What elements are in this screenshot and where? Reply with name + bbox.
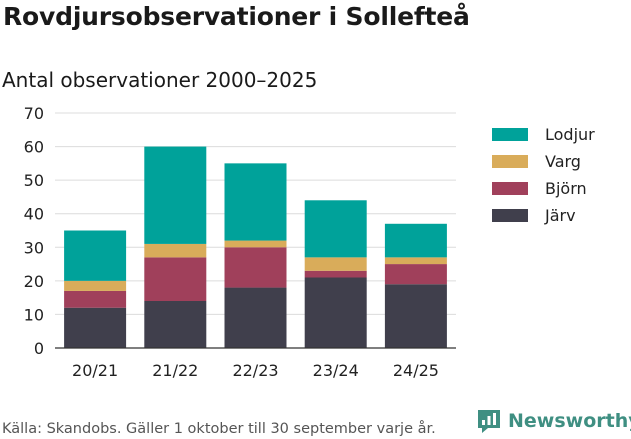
bar-varg bbox=[384, 257, 447, 265]
legend-label: Järv bbox=[544, 206, 576, 225]
y-tick-label: 60 bbox=[24, 138, 44, 157]
bar-j-rv bbox=[144, 301, 207, 348]
newsworthy-logo-icon bbox=[478, 410, 500, 433]
x-tick-label: 22/23 bbox=[232, 361, 278, 380]
bar-bj-rn bbox=[64, 290, 127, 308]
legend-label: Varg bbox=[545, 152, 581, 171]
bar-j-rv bbox=[384, 284, 447, 348]
x-tick-label: 24/25 bbox=[393, 361, 439, 380]
legend-swatch bbox=[492, 128, 528, 141]
bar-lodjur bbox=[64, 230, 127, 281]
bar-bj-rn bbox=[224, 247, 287, 288]
legend-swatch bbox=[492, 182, 528, 195]
y-tick-label: 70 bbox=[24, 104, 44, 123]
bar-varg bbox=[224, 240, 287, 248]
chart-subtitle: Antal observationer 2000–2025 bbox=[2, 68, 318, 92]
x-tick-label: 23/24 bbox=[313, 361, 359, 380]
y-tick-label: 30 bbox=[24, 238, 44, 257]
bar-bj-rn bbox=[144, 257, 207, 301]
bar-j-rv bbox=[304, 277, 367, 348]
legend-label: Björn bbox=[545, 179, 587, 198]
legend-label: Lodjur bbox=[545, 125, 595, 144]
bar-lodjur bbox=[144, 146, 207, 244]
bar-varg bbox=[64, 280, 127, 291]
x-tick-label: 20/21 bbox=[72, 361, 118, 380]
y-tick-label: 10 bbox=[24, 305, 44, 324]
bar-bj-rn bbox=[304, 270, 367, 278]
bar-j-rv bbox=[224, 287, 287, 348]
brand-logo: Newsworthy bbox=[476, 406, 631, 436]
y-tick-label: 20 bbox=[24, 272, 44, 291]
bar-lodjur bbox=[304, 200, 367, 258]
bar-varg bbox=[304, 257, 367, 271]
source-note: Källa: Skandobs. Gäller 1 oktober till 3… bbox=[2, 421, 436, 437]
bar-j-rv bbox=[64, 307, 127, 348]
brand-name: Newsworthy bbox=[508, 410, 631, 432]
bar-bj-rn bbox=[384, 264, 447, 285]
y-tick-label: 0 bbox=[34, 339, 44, 358]
bar-lodjur bbox=[384, 223, 447, 258]
bar-varg bbox=[144, 243, 207, 258]
chart-title: Rovdjursobservationer i Sollefteå bbox=[3, 2, 470, 31]
legend-swatch bbox=[492, 155, 528, 168]
legend-swatch bbox=[492, 209, 528, 222]
y-tick-label: 40 bbox=[24, 205, 44, 224]
stacked-bar-chart: 0 10 20 30 40 50 60 70 20/21 21/22 22/23 23/24 24/25… bbox=[24, 104, 596, 380]
y-tick-label: 50 bbox=[24, 171, 44, 190]
bar-lodjur bbox=[224, 163, 287, 241]
x-tick-label: 21/22 bbox=[152, 361, 198, 380]
